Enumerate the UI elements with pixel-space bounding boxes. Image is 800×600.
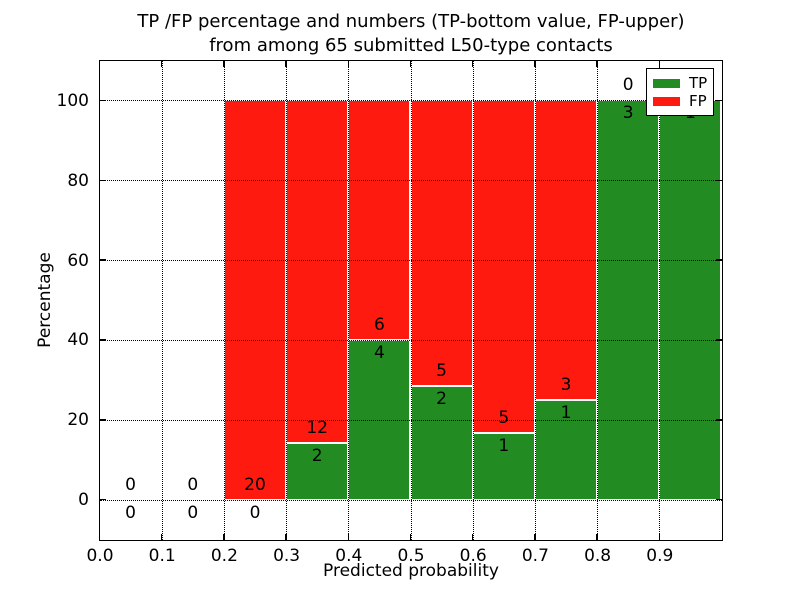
x-tick-label: 0.5 [397, 546, 425, 566]
x-tick [409, 533, 412, 540]
legend-entry-fp: FP [653, 92, 713, 110]
y-tick-right [715, 179, 722, 181]
y-tick-right [715, 259, 722, 261]
x-tick-top [409, 60, 412, 67]
x-tick-label: 0.7 [521, 546, 549, 566]
v-gridline [286, 60, 288, 540]
bar-label-fp: 5 [498, 408, 510, 429]
y-tick-label: 60 [67, 250, 89, 271]
y-tick [99, 498, 106, 501]
bar-label-tp: 2 [436, 388, 447, 409]
x-tick-top [347, 60, 350, 67]
bar-tp [348, 339, 411, 500]
bar-tp [286, 442, 349, 500]
bar-label-fp: 5 [436, 360, 447, 381]
bar-label-tp: 1 [560, 402, 572, 423]
bar-fp [410, 100, 473, 386]
bar-fp [472, 100, 535, 434]
chart-title-line1: TP /FP percentage and numbers (TP-bottom… [137, 11, 685, 32]
bar-label-tp: 0 [187, 502, 199, 523]
v-gridline [348, 60, 350, 540]
chart-title-line2: from among 65 submitted L50-type contact… [209, 35, 613, 56]
legend-swatch-fp-icon [653, 96, 680, 106]
x-axis-label: Predicted probability [323, 561, 499, 581]
bar-label-fp: 0 [187, 474, 199, 495]
x-tick-top [285, 60, 287, 67]
bar-label-tp: 3 [622, 103, 634, 124]
y-tick-label: 40 [67, 330, 89, 351]
bar-label-tp: 4 [373, 342, 385, 363]
bar-label-fp: 20 [244, 474, 266, 495]
y-tick-label: 100 [56, 90, 89, 111]
x-tick-label: 0.3 [273, 546, 301, 566]
legend-label-tp: TP [689, 74, 708, 92]
y-tick-right [715, 99, 722, 102]
plot-area: 0000200122645251310301 [98, 59, 723, 541]
v-gridline [534, 60, 536, 540]
x-tick-top [534, 60, 536, 67]
bar-label-fp: 6 [373, 314, 385, 335]
bar-label-tp: 2 [311, 445, 323, 466]
x-tick-label: 0.2 [210, 546, 238, 566]
bar-label-tp: 0 [249, 502, 261, 523]
bar-label-fp: 0 [125, 474, 136, 495]
bar-label-fp: 12 [306, 417, 328, 438]
x-tick [471, 533, 474, 540]
v-gridline [472, 60, 474, 540]
y-tick [99, 339, 106, 341]
x-tick-label: 0.9 [646, 546, 674, 566]
bar-tp [472, 433, 535, 500]
bar-tp [659, 100, 722, 500]
x-tick [223, 533, 225, 540]
y-tick-label: 20 [67, 410, 89, 431]
v-gridline [410, 60, 412, 540]
y-tick-label: 0 [78, 490, 89, 511]
x-tick-label: 0.1 [148, 546, 176, 566]
x-tick [534, 533, 536, 540]
x-tick-top [596, 60, 598, 67]
bar-fp [286, 100, 349, 443]
x-tick-label: 0.6 [459, 546, 487, 566]
y-tick-label: 80 [67, 170, 89, 191]
legend-label-fp: FP [689, 92, 707, 110]
bar-label-fp: 3 [560, 374, 572, 395]
x-tick [160, 533, 163, 540]
x-tick-top [658, 60, 661, 67]
bar-label-fp: 0 [622, 75, 634, 96]
x-tick [285, 533, 287, 540]
x-tick-label: 0.4 [335, 546, 363, 566]
v-gridline [659, 60, 661, 540]
y-tick-right [715, 339, 722, 341]
x-tick-top [223, 60, 225, 67]
bar-fp [223, 100, 287, 500]
y-tick [99, 179, 106, 181]
bar-fp [534, 100, 598, 400]
bar-tp [597, 100, 660, 500]
bar-label-tp: 1 [498, 436, 510, 457]
legend-entry-tp: TP [653, 74, 713, 92]
y-tick [99, 259, 106, 261]
y-tick [99, 419, 106, 421]
x-tick-label: 0.0 [86, 546, 114, 566]
x-tick-top [160, 60, 163, 67]
x-tick [658, 533, 661, 540]
bar-label-tp: 0 [125, 502, 136, 523]
chart-title: TP /FP percentage and numbers (TP-bottom… [100, 10, 722, 58]
legend: TP FP [646, 68, 714, 116]
x-tick [347, 533, 350, 540]
v-gridline [161, 60, 163, 540]
y-tick-right [715, 498, 722, 501]
x-tick [596, 533, 598, 540]
bar-fp [348, 100, 411, 340]
y-tick [99, 99, 106, 102]
v-gridline [223, 60, 225, 540]
x-tick-top [471, 60, 474, 67]
y-tick-right [715, 419, 722, 421]
legend-swatch-tp-icon [653, 78, 680, 88]
v-gridline [597, 60, 599, 540]
x-tick-label: 0.8 [584, 546, 612, 566]
